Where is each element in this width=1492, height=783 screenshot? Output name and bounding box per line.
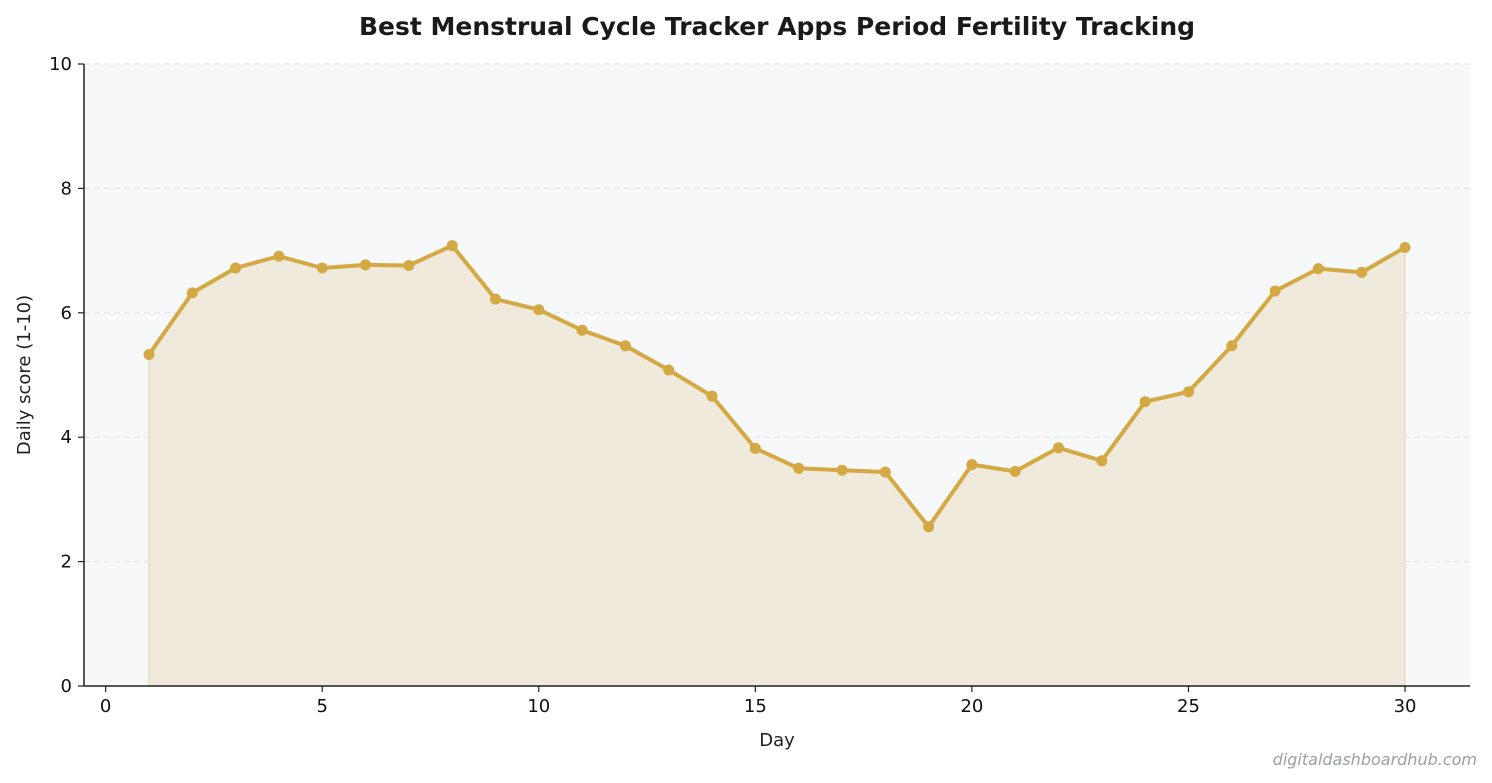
y-tick-label: 8: [61, 178, 72, 199]
data-points: [143, 240, 1411, 533]
y-axis-label: Daily score (1-10): [14, 295, 35, 455]
data-point: [706, 390, 718, 402]
data-point: [316, 262, 328, 274]
data-point: [1053, 442, 1064, 454]
x-tick-label: 30: [1394, 696, 1417, 717]
data-point: [186, 287, 198, 299]
y-tick-label: 0: [61, 676, 72, 697]
x-tick-label: 5: [316, 696, 327, 717]
data-point: [966, 459, 978, 471]
data-point: [1312, 263, 1324, 275]
data-point: [533, 304, 545, 316]
data-point: [576, 324, 588, 336]
x-axis-label: Day: [759, 730, 795, 751]
data-point: [403, 260, 415, 271]
data-point: [879, 466, 891, 478]
data-point: [273, 250, 285, 262]
y-tick-label: 4: [61, 427, 72, 448]
data-point: [793, 462, 805, 474]
data-point: [1226, 340, 1238, 352]
y-ticks: 0 2 4 6 8 10: [49, 54, 84, 697]
watermark: digitaldashboardhub.com: [1273, 750, 1477, 769]
x-tick-label: 10: [527, 696, 550, 717]
series-line: [147, 243, 1407, 529]
data-point: [1139, 396, 1151, 408]
data-point: [230, 262, 242, 274]
data-point: [619, 340, 631, 352]
x-tick-label: 15: [744, 696, 767, 717]
data-point: [143, 349, 155, 360]
x-tick-label: 0: [100, 696, 111, 717]
data-point: [836, 464, 848, 476]
data-point: [446, 240, 458, 252]
data-point: [1096, 455, 1108, 467]
data-point: [360, 259, 371, 271]
x-tick-label: 25: [1177, 696, 1200, 717]
x-ticks: 0 5 10 15 20 25 30: [100, 686, 1417, 717]
x-tick-label: 20: [960, 696, 983, 717]
y-tick-label: 6: [61, 303, 72, 324]
data-point: [1009, 465, 1021, 477]
data-point: [1356, 266, 1368, 278]
data-point: [923, 521, 935, 533]
data-point: [490, 293, 501, 305]
data-point: [1399, 242, 1411, 253]
y-tick-label: 2: [61, 552, 72, 573]
data-point: [1183, 386, 1194, 398]
chart-title: Best Menstrual Cycle Tracker Apps Period…: [359, 12, 1195, 41]
y-tick-label: 10: [49, 54, 72, 75]
data-point: [749, 442, 761, 454]
data-point: [1269, 285, 1281, 297]
data-point: [663, 364, 675, 376]
